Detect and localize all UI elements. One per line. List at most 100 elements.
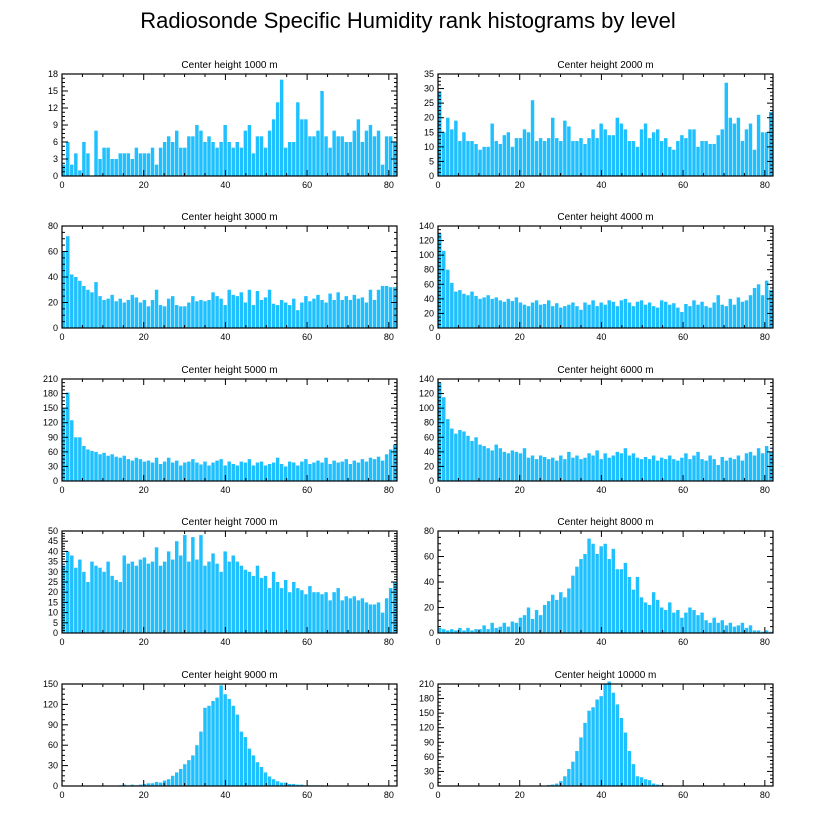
histogram-bar [458,290,462,328]
histogram-bar [328,600,332,633]
histogram-bar [263,575,268,633]
y-tick-label: 140 [419,221,434,231]
histogram-bar [183,147,187,176]
y-tick-label: 210 [419,679,434,689]
histogram-bar [438,382,442,481]
histogram-bar [470,440,474,481]
histogram-bar [66,236,70,328]
panel-title: Center height 3000 m [181,212,277,223]
histogram-bar [627,141,632,176]
histogram-bar [442,397,446,481]
histogram-bar [732,626,737,634]
histogram-bar [296,588,300,633]
histogram-bar [279,464,284,481]
histogram-bar [288,783,292,786]
histogram-bar [175,541,179,633]
histogram-bar [518,302,523,328]
y-tick-label: 40 [424,577,434,587]
histogram-bar [736,117,741,176]
histogram-bar [651,306,656,328]
histogram-bar [664,138,668,176]
histogram-bar [470,141,474,176]
histogram-bar [655,307,660,328]
histogram-bar [748,123,753,176]
y-tick-label: 40 [424,294,434,304]
y-tick-label: 0 [53,781,58,791]
histogram-bar [90,561,94,633]
histogram-bar [296,465,300,481]
histogram-bar [166,136,171,176]
histogram-bar [619,123,624,176]
histogram-bar [384,598,389,633]
histogram-bar [203,142,207,176]
histogram-bar [187,136,191,176]
histogram-bar [332,130,336,176]
y-tick-label: 40 [424,447,434,457]
histogram-bar [502,622,507,633]
histogram-bar [668,602,672,633]
histogram-bar [498,448,502,481]
histogram-bar [555,783,559,786]
histogram-bar [360,598,365,633]
histogram-bar [752,455,757,481]
y-tick-label: 140 [419,374,434,384]
histogram-bar [296,310,300,328]
histogram-bar [595,699,599,786]
histogram-bar [259,577,264,633]
y-tick-label: 40 [48,546,58,556]
histogram-bar [486,448,490,481]
panel-title: Center height 2000 m [557,60,653,71]
figure-title: Radiosonde Specific Humidity rank histog… [140,8,676,33]
histogram-bar [619,300,624,328]
histogram-bar [639,129,644,176]
histogram-bar [279,588,284,633]
histogram-bar [591,300,595,328]
y-tick-label: 35 [424,69,434,79]
histogram-bar [438,91,442,176]
histogram-bar [239,292,244,328]
histogram-bar [275,781,280,786]
histogram-bar [506,453,511,481]
histogram-bar [595,306,599,328]
histogram-bar [162,561,167,633]
histogram-bar [458,627,462,633]
histogram-bar [760,132,765,176]
histogram-bar [454,630,458,633]
y-tick-label: 15 [48,597,58,607]
histogram-bar [239,461,244,481]
y-tick-label: 60 [48,247,58,257]
histogram-bar [74,277,78,328]
histogram-bar [716,135,720,176]
histogram-bar [700,141,704,176]
x-tick-label: 0 [435,790,440,800]
y-tick-label: 3 [53,154,58,164]
histogram-bar [591,707,595,786]
histogram-bar [736,297,741,328]
histogram-bar [130,784,135,786]
histogram-bar [651,455,656,481]
histogram-bar [510,621,515,633]
histogram-bar [259,766,264,786]
histogram-bar [207,136,211,176]
histogram-bar [555,138,559,176]
histogram-bar [324,457,328,481]
histogram-bar [207,299,211,328]
histogram-bar [102,299,106,328]
histogram-bar [611,301,615,328]
histogram-bar [275,457,280,481]
histogram-bar [643,123,648,176]
y-tick-label: 20 [48,587,58,597]
histogram-bar [607,559,611,633]
histogram-bar [627,751,632,786]
histogram-bar [122,153,126,176]
histogram-bar [70,274,74,328]
histogram-bar [555,460,559,481]
y-tick-label: 25 [424,98,434,108]
histogram-bar [603,129,607,176]
histogram-bar [518,453,523,481]
histogram-bar [639,597,644,633]
histogram-bar [736,625,741,633]
histogram-bar [538,304,543,328]
histogram-bar [267,464,272,481]
histogram-bar [676,141,680,176]
